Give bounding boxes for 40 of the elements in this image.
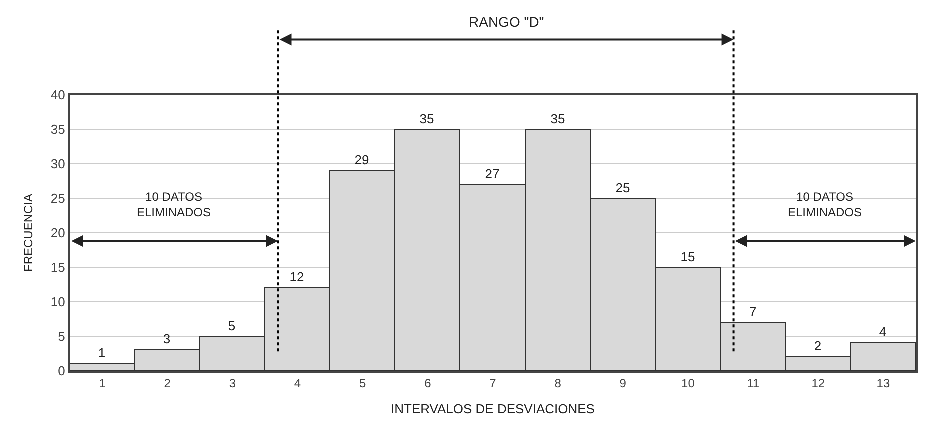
x-axis-title: INTERVALOS DE DESVIACIONES — [391, 402, 596, 416]
data-label: 3 — [163, 332, 171, 346]
y-tick-label: 10 — [50, 294, 66, 310]
data-label: 35 — [420, 112, 434, 126]
data-label: 1 — [98, 346, 106, 360]
x-tick-label: 11 — [747, 376, 760, 390]
x-tick-label: 5 — [360, 376, 367, 390]
y-tick-label: 20 — [50, 226, 66, 241]
y-tick-label: 30 — [50, 156, 66, 172]
x-tick-label: 9 — [620, 376, 627, 390]
x-tick-label: 8 — [554, 376, 562, 390]
data-label: 35 — [550, 112, 566, 126]
y-tick-label: 0 — [58, 364, 66, 379]
y-axis-title: FRECUENCIA — [22, 194, 36, 272]
data-label: 29 — [354, 152, 370, 168]
data-label: 27 — [485, 166, 500, 182]
x-tick-label: 2 — [164, 376, 172, 390]
y-tick-label: 35 — [50, 122, 66, 138]
y-tick-label: 5 — [58, 329, 66, 344]
data-label: 4 — [879, 324, 887, 340]
y-tick-label: 15 — [50, 260, 66, 276]
data-label: 5 — [228, 318, 236, 334]
text: RANGO "D" — [469, 14, 544, 30]
data-label: 12 — [290, 270, 304, 284]
x-tick-label: 4 — [294, 376, 302, 390]
data-label: 2 — [814, 338, 822, 354]
annotation: 10 DATOS ELIMINADOS — [137, 190, 212, 220]
x-tick-label: 13 — [876, 376, 890, 390]
x-tick-label: 1 — [99, 376, 106, 390]
x-tick-label: 10 — [682, 376, 696, 390]
x-tick-label: 12 — [812, 376, 826, 390]
data-label: 7 — [749, 304, 757, 320]
x-tick-label: 3 — [229, 376, 236, 390]
data-label: 15 — [680, 250, 696, 264]
y-tick-label: 40 — [50, 88, 66, 103]
x-tick-label: 6 — [424, 376, 432, 390]
y-tick-label: 25 — [50, 191, 66, 206]
data-label: 25 — [616, 180, 630, 196]
x-tick-label: 7 — [490, 376, 497, 390]
annotation: 10 DATOS ELIMINADOS — [788, 190, 862, 220]
